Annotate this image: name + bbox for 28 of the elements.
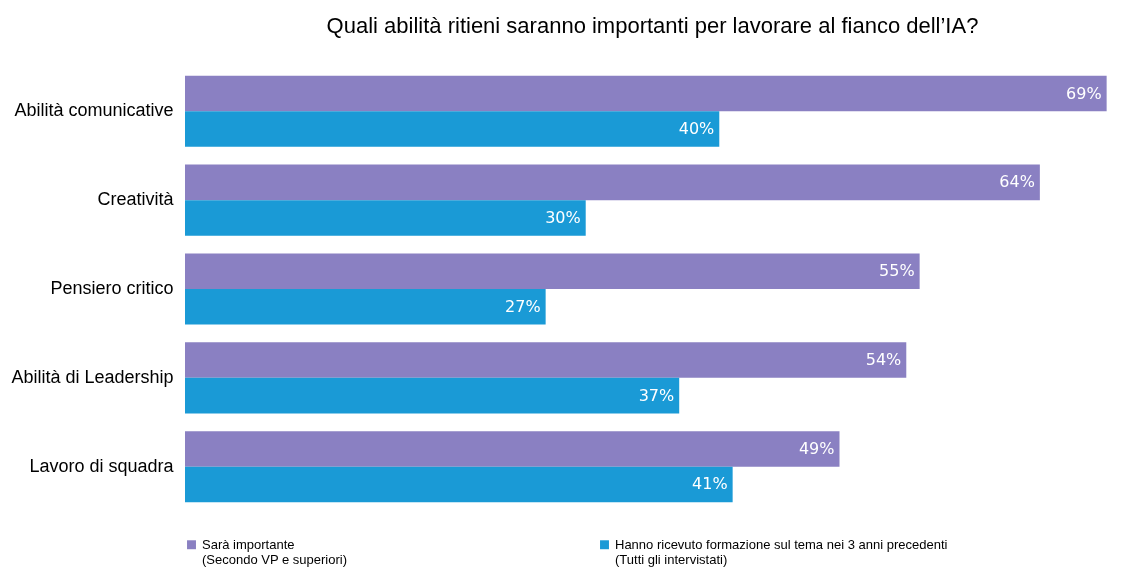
bar bbox=[185, 111, 720, 147]
data-label: 69% bbox=[1066, 83, 1102, 103]
data-label: 41% bbox=[692, 474, 728, 494]
bar bbox=[185, 431, 840, 467]
data-label: 54% bbox=[865, 350, 902, 370]
bar bbox=[185, 377, 680, 414]
data-label: 40% bbox=[678, 119, 715, 139]
bar bbox=[185, 466, 733, 503]
bar bbox=[185, 164, 1040, 201]
legend-label: Hanno ricevuto formazione sul tema nei 3 anni precedenti (Tutti gli intervistati) bbox=[615, 536, 948, 567]
bar bbox=[185, 200, 586, 236]
bar bbox=[185, 289, 546, 325]
data-label: 49% bbox=[798, 438, 835, 458]
y-tick-label: Abilità di Leadership bbox=[11, 366, 174, 387]
data-label: 64% bbox=[999, 172, 1035, 192]
y-tick-label: Pensiero critico bbox=[50, 278, 174, 298]
bar bbox=[185, 75, 1107, 112]
legend-label: Sarà importante (Secondo VP e superiori) bbox=[202, 536, 348, 567]
data-label: 55% bbox=[879, 261, 915, 281]
data-label: 37% bbox=[638, 385, 675, 405]
data-label: 27% bbox=[505, 296, 541, 316]
chart-title: Quali abilità ritieni saranno importanti per lavorare al fianco dell’IA? bbox=[326, 13, 979, 38]
y-tick-label: Creatività bbox=[97, 189, 175, 210]
data-label: 30% bbox=[545, 207, 581, 227]
bar bbox=[185, 253, 920, 289]
bar bbox=[185, 342, 907, 378]
y-tick-label: Abilità comunicative bbox=[14, 100, 174, 121]
y-tick-label: Lavoro di squadra bbox=[29, 455, 175, 476]
